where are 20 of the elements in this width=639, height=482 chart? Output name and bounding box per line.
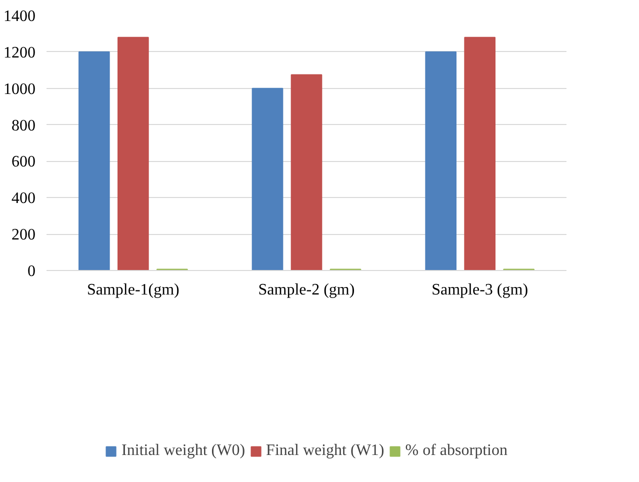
y-tick-label: 200 [12,226,36,244]
bar [252,88,284,270]
bar [78,51,110,270]
y-tick-label: 0 [28,263,36,280]
x-tick-label: Sample-3 (gm) [432,282,528,298]
x-tick-label: Sample-1(gm) [86,282,180,298]
bar [464,36,496,270]
y-tick-label: 1200 [4,44,36,62]
legend-label: Initial weight (W0) [122,442,246,460]
y-tick-label: 600 [12,154,36,171]
bar [425,51,456,270]
bar [118,36,149,270]
y-tick-label: 1400 [4,8,36,25]
x-tick-label: Sample-2 (gm) [258,282,355,298]
y-tick-label: 1000 [4,80,36,98]
y-tick-label: 400 [12,190,36,208]
legend-label: Final weight (W1) [266,442,384,460]
legend-label: % of absorption [405,442,508,460]
bar [290,74,322,270]
y-tick-label: 800 [12,117,36,134]
